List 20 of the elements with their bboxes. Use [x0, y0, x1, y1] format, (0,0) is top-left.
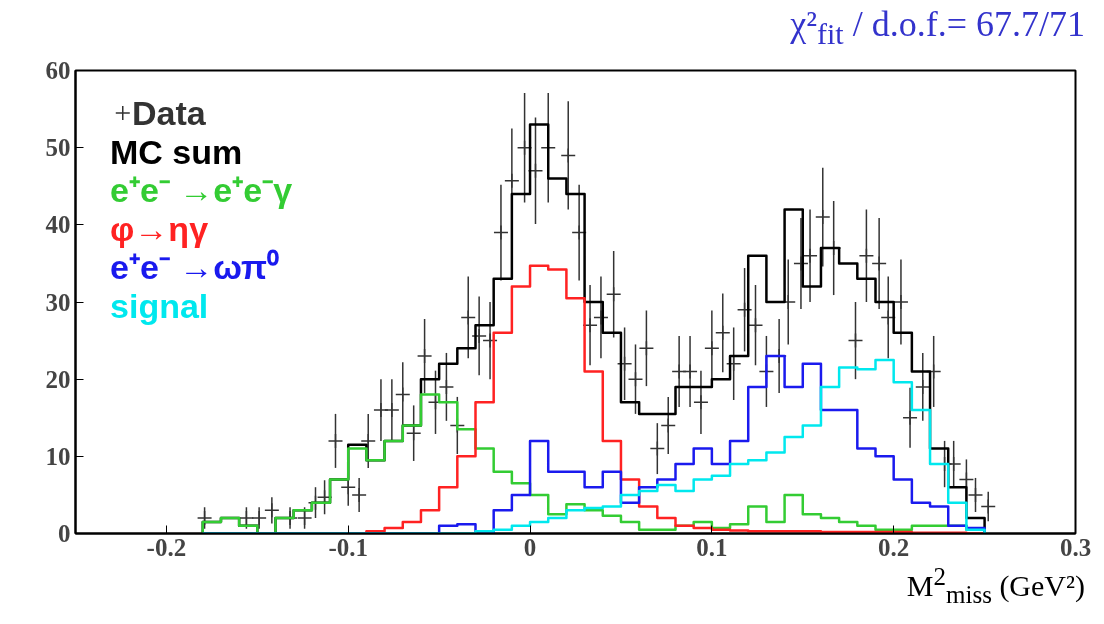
text: φ→ηγ — [110, 209, 209, 248]
x-tick-label: 0 — [523, 533, 537, 561]
x-tick-label: 0.2 — [878, 533, 910, 561]
text: signal — [110, 286, 209, 325]
text: e⁺e⁻ →ωπ⁰ — [110, 248, 280, 287]
x-tick-label: -0.1 — [328, 533, 369, 561]
y-tick-label: 60 — [45, 57, 71, 84]
y-tick-label: 20 — [45, 365, 71, 393]
y-tick-label: 30 — [45, 288, 71, 316]
x-axis-title: M$^{2}$$_{miss}$ (GeV²) — [906, 563, 1085, 609]
x-tick-label: -0.2 — [146, 533, 187, 561]
legend-label: Data — [132, 93, 207, 132]
x-tick-label: 0.3 — [1059, 533, 1092, 561]
text: χ²$_{fit}$ / d.o.f.= 67.7/71 — [790, 4, 1085, 51]
text: e⁺e⁻ →e⁺e⁻γ — [110, 171, 293, 210]
x-tick-label: 0.1 — [696, 533, 728, 561]
y-tick-label: 10 — [45, 442, 71, 470]
text: MC sum — [110, 132, 243, 171]
y-tick-label: 50 — [45, 134, 71, 162]
y-tick-label: 40 — [45, 211, 71, 239]
